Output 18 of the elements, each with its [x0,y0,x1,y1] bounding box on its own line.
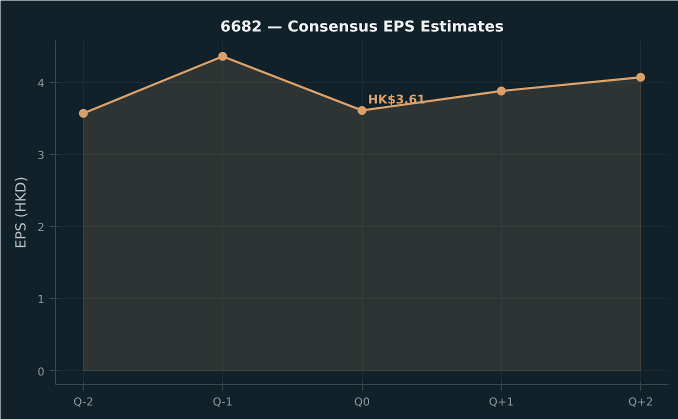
y-tick-label: 1 [38,293,44,306]
x-tick-label: Q-1 [212,396,233,408]
point [496,86,506,96]
y-tick-label: 0 [38,365,44,378]
y-tick-label: 4 [38,76,44,90]
point [358,106,366,115]
x-tick-label: Q+1 [488,396,514,408]
annotation: HK$3.61 [368,92,426,106]
point [218,52,228,61]
chart-title: 6682 — Consensus EPS Estimates [220,18,504,36]
x-tick-label: Q0 [354,396,370,408]
point [636,72,646,82]
y-tick-label: 2 [38,221,44,234]
y-tick-label: 3 [38,148,44,162]
x-tick-label: Q+2 [628,396,654,408]
y-axis-title: EPS (HKD) [14,176,30,249]
point [78,108,88,118]
x-tick-label: Q-2 [73,396,94,408]
